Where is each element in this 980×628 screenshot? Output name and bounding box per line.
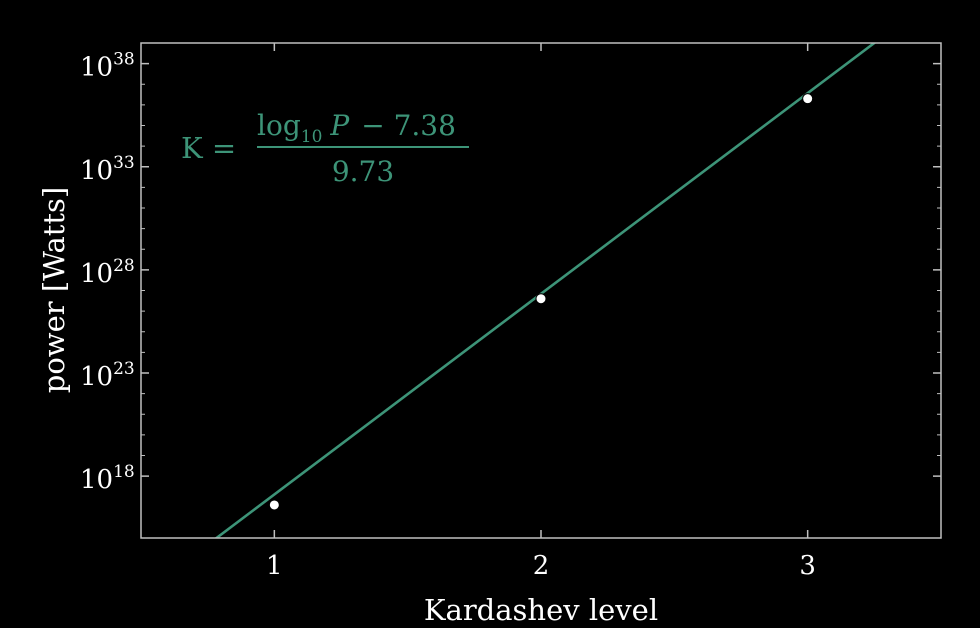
formula-annotation: K = log10 P − 7.38 9.73 — [181, 109, 469, 188]
y-tick-exponent: 33 — [113, 153, 135, 173]
formula-variable: P — [329, 109, 350, 142]
formula-offset: − 7.38 — [361, 109, 456, 142]
formula-denominator: 9.73 — [332, 155, 394, 188]
y-tick-base: 10 — [80, 362, 113, 392]
y-tick-base: 10 — [80, 259, 113, 289]
x-axis-label: Kardashev level — [424, 593, 658, 627]
formula-log-base: 10 — [301, 127, 323, 147]
y-tick-exponent: 28 — [113, 256, 135, 276]
y-tick-label: 1038 — [80, 50, 135, 83]
x-tick-label: 1 — [266, 551, 283, 581]
formula-numerator: log10 P − 7.38 — [257, 109, 456, 147]
x-tick-label: 3 — [799, 551, 816, 581]
y-tick-label: 1033 — [80, 153, 135, 186]
formula-lhs: K = — [181, 131, 236, 165]
y-tick-label: 1023 — [80, 359, 135, 392]
y-tick-base: 10 — [80, 465, 113, 495]
y-tick-exponent: 18 — [113, 462, 135, 482]
y-tick-exponent: 38 — [113, 50, 135, 70]
x-axis-ticks: 1 2 3 — [266, 43, 816, 581]
y-tick-label: 1018 — [80, 462, 135, 495]
plot-layer — [214, 43, 877, 538]
formula-log: log — [257, 109, 301, 142]
y-axis-label: power [Watts] — [37, 187, 71, 393]
y-tick-exponent: 23 — [113, 359, 135, 379]
data-point — [268, 499, 280, 511]
data-point — [802, 93, 814, 105]
y-tick-base: 10 — [80, 156, 113, 186]
y-tick-label: 1028 — [80, 256, 135, 289]
y-tick-base: 10 — [80, 53, 113, 83]
data-point — [535, 293, 547, 305]
x-tick-label: 2 — [533, 551, 550, 581]
